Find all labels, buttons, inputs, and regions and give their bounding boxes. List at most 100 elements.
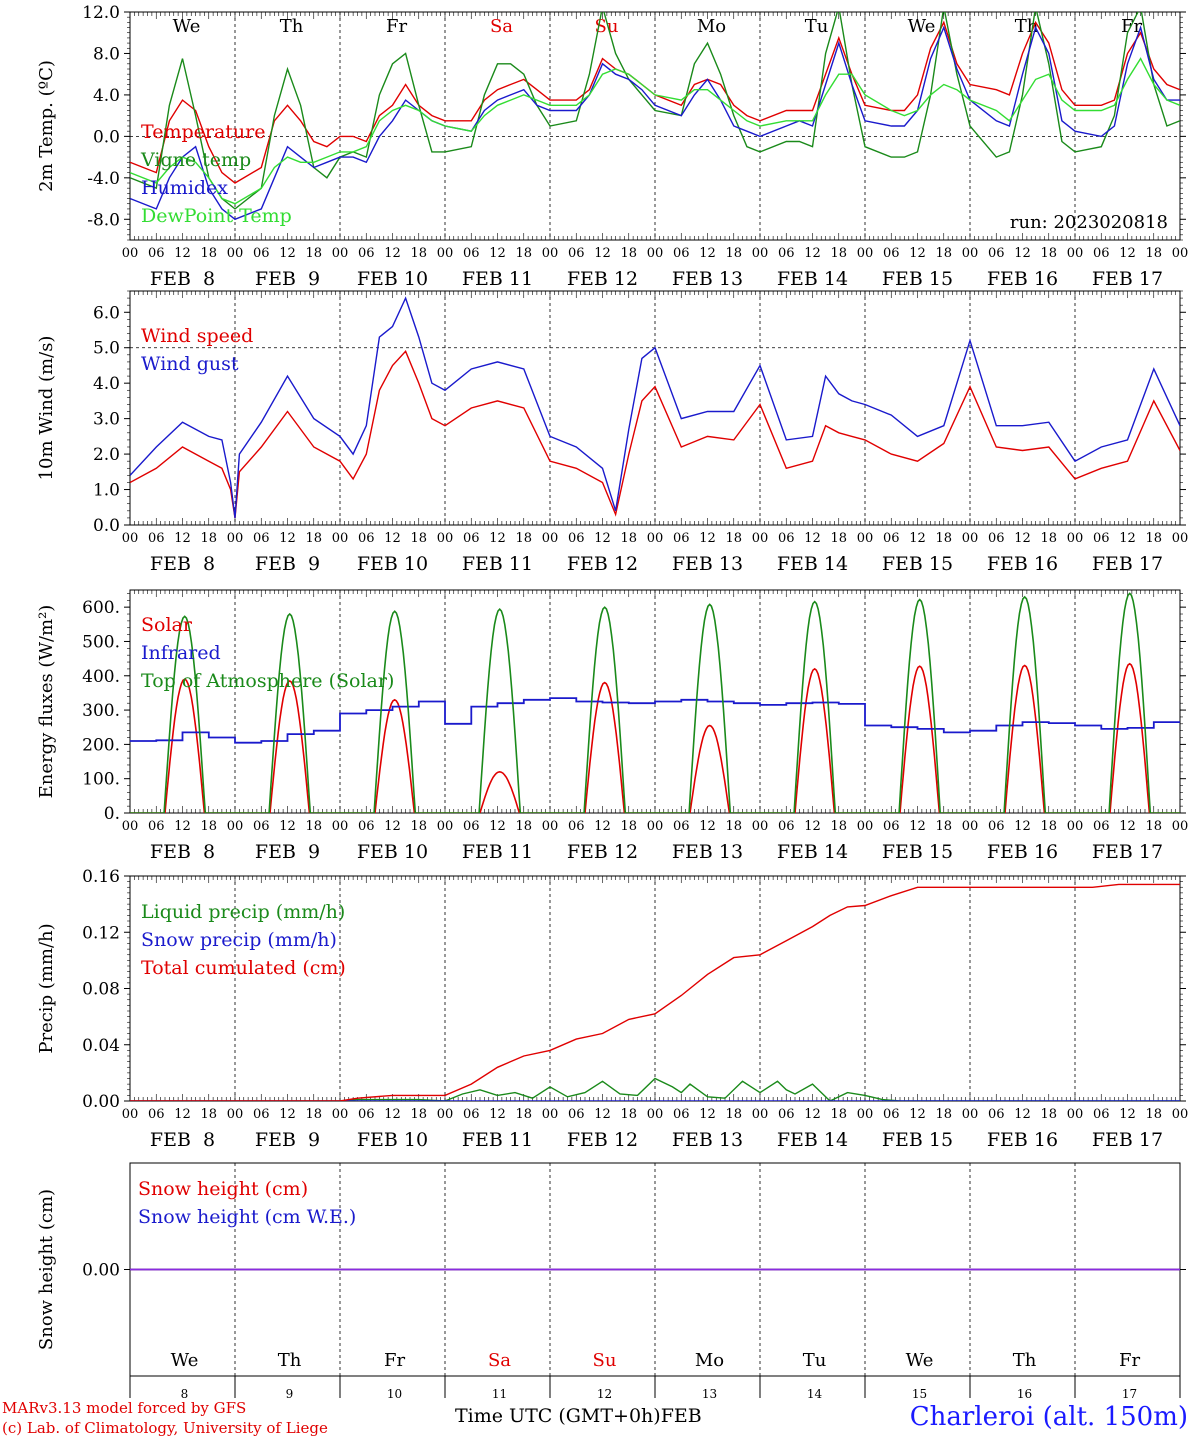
- hour-label: 00: [227, 819, 244, 834]
- y-tick-label: 1.0: [93, 481, 120, 501]
- hour-label: 06: [463, 819, 480, 834]
- hour-label: 00: [647, 246, 664, 261]
- hour-label: 18: [725, 531, 742, 546]
- series-line-top-of-atmosphere-solar-: [130, 592, 1180, 813]
- date-label: FEB 17: [1092, 841, 1163, 863]
- panel-3: 00 06 12 18 FEB 8 00 06 12 18 FEB 9 00 06 12 18 FEB 10…: [36, 589, 1189, 863]
- day-number: 17: [1122, 1387, 1137, 1401]
- hour-label: 06: [1093, 1107, 1110, 1122]
- hour-label: 12: [489, 819, 506, 834]
- hour-label: 12: [699, 246, 716, 261]
- hour-label: 18: [725, 1107, 742, 1122]
- date-label: FEB 15: [882, 1129, 953, 1151]
- hour-label: 18: [1040, 531, 1057, 546]
- date-label: FEB 14: [777, 1129, 848, 1151]
- y-tick-label: -8.0: [87, 210, 120, 230]
- hour-label: 18: [620, 246, 637, 261]
- hour-label: 18: [1145, 1107, 1162, 1122]
- legend-entry: Wind gust: [141, 353, 239, 375]
- hour-label: 06: [988, 1107, 1005, 1122]
- hour-label: 18: [620, 819, 637, 834]
- hour-label: 06: [1093, 531, 1110, 546]
- hour-label: 06: [358, 1107, 375, 1122]
- hour-label: 06: [673, 531, 690, 546]
- hour-label: 00: [962, 819, 979, 834]
- hour-label: 00: [647, 1107, 664, 1122]
- date-label: FEB 12: [567, 1129, 638, 1151]
- hour-label: 12: [489, 1107, 506, 1122]
- legend-entry: Vigne temp: [140, 149, 251, 171]
- date-label: FEB 10: [357, 841, 428, 863]
- hour-label: 06: [148, 531, 165, 546]
- hour-label: 12: [1014, 819, 1031, 834]
- hour-label: 18: [830, 531, 847, 546]
- legend-entry: Wind speed: [141, 325, 253, 347]
- y-tick-label: 0.0: [93, 127, 120, 147]
- date-label: FEB 12: [567, 841, 638, 863]
- hour-label: 18: [200, 819, 217, 834]
- hour-label: 12: [1119, 1107, 1136, 1122]
- day-number: 13: [702, 1387, 717, 1401]
- hour-label: 12: [909, 1107, 926, 1122]
- date-label: FEB 12: [567, 268, 638, 290]
- weekday-label: Mo: [697, 16, 726, 37]
- hour-label: 06: [883, 246, 900, 261]
- y-tick-label: 300.: [82, 701, 120, 721]
- hour-label: 12: [594, 246, 611, 261]
- hour-label: 00: [857, 531, 874, 546]
- hour-label: 18: [935, 246, 952, 261]
- hour-label: 00: [962, 531, 979, 546]
- hour-label: 12: [699, 531, 716, 546]
- y-tick-label: 0.04: [82, 1036, 120, 1056]
- weekday-label: Su: [595, 16, 619, 37]
- panel-1: 00 06 12 18 FEB 8 00 06 12 18 FEB 9 00 06 12 18 FEB 10…: [36, 3, 1188, 290]
- hour-label: 00: [332, 531, 349, 546]
- legend-entry: Snow precip (mm/h): [141, 929, 337, 951]
- date-label: FEB 16: [987, 268, 1058, 290]
- hour-label: 18: [515, 246, 532, 261]
- hour-label: 00: [1172, 531, 1189, 546]
- date-label: FEB 9: [255, 841, 320, 863]
- hour-label: 06: [988, 246, 1005, 261]
- hour-label: 00: [752, 819, 769, 834]
- hour-label: 12: [699, 1107, 716, 1122]
- weekday-label: Fr: [384, 1350, 405, 1371]
- weekday-label: Tu: [803, 1350, 827, 1371]
- hour-label: 00: [227, 246, 244, 261]
- hour-label: 00: [332, 246, 349, 261]
- hour-label: 12: [174, 246, 191, 261]
- model-credit: MARv3.13 model forced by GFS: [2, 1399, 247, 1417]
- hour-label: 18: [1040, 819, 1057, 834]
- date-label: FEB 8: [150, 553, 215, 575]
- date-label: FEB 11: [462, 1129, 533, 1151]
- series-line-infrared: [130, 697, 1180, 744]
- hour-label: 00: [542, 1107, 559, 1122]
- legend-entry: Solar: [141, 614, 193, 636]
- y-tick-label: 3.0: [93, 410, 120, 430]
- hour-label: 18: [935, 1107, 952, 1122]
- weekday-label: We: [171, 1350, 199, 1371]
- hour-label: 00: [1172, 819, 1189, 834]
- hour-label: 18: [200, 531, 217, 546]
- y-tick-label: 400.: [82, 667, 120, 687]
- y-tick-label: 8.0: [93, 44, 120, 64]
- hour-label: 06: [673, 819, 690, 834]
- hour-label: 18: [515, 819, 532, 834]
- date-label: FEB 9: [255, 268, 320, 290]
- hour-label: 06: [358, 531, 375, 546]
- hour-label: 12: [174, 531, 191, 546]
- hour-label: 18: [1040, 1107, 1057, 1122]
- month-label: FEB: [660, 1405, 702, 1427]
- date-label: FEB 10: [357, 553, 428, 575]
- weekday-label: Tu: [805, 16, 829, 37]
- y-axis-label: Energy fluxes (W/m²): [36, 605, 57, 799]
- date-label: FEB 15: [882, 553, 953, 575]
- hour-label: 12: [279, 246, 296, 261]
- hour-label: 12: [384, 819, 401, 834]
- time-axis-label: Time UTC (GMT+0h)FEB: [455, 1405, 702, 1427]
- hour-label: 18: [515, 1107, 532, 1122]
- hour-label: 06: [148, 819, 165, 834]
- hour-label: 12: [279, 531, 296, 546]
- hour-label: 00: [647, 531, 664, 546]
- hour-label: 06: [463, 246, 480, 261]
